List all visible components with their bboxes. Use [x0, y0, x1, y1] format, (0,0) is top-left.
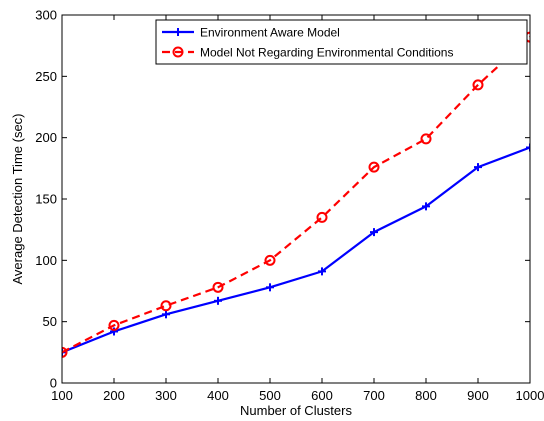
y-tick-label: 300: [35, 8, 57, 23]
legend-label-1: Environment Aware Model: [200, 26, 340, 40]
series-2-point: [420, 133, 432, 145]
series-2-point: [472, 79, 484, 91]
legend: Environment Aware Model Model Not Regardi…: [155, 19, 528, 65]
series-2-point: [160, 300, 172, 312]
series-1-point: [110, 327, 118, 336]
axis-ticks: 100 200 300 400 500 600 700 800 900 1000 0 50 100 150…: [35, 8, 544, 404]
legend-label-2: Model Not Regarding Environmental Condit…: [200, 46, 453, 60]
series-1-point: [526, 143, 530, 152]
y-tick-label: 0: [50, 376, 57, 391]
legend-box: [155, 19, 528, 65]
plot-area: [62, 31, 530, 358]
series-2-point: [316, 211, 328, 223]
series-1-point: [474, 163, 482, 172]
x-tick-label: 500: [259, 388, 281, 403]
series-1-point: [266, 283, 274, 292]
y-tick-label: 150: [35, 192, 57, 207]
x-tick-label: 800: [415, 388, 437, 403]
x-tick-label: 400: [207, 388, 229, 403]
y-tick-label: 250: [35, 69, 57, 84]
series-1-point: [214, 296, 222, 305]
series-2-point: [108, 319, 120, 331]
series-2-point: [62, 346, 68, 358]
series-1-point: [422, 202, 430, 211]
series-1-point: [62, 348, 66, 357]
x-tick-label: 300: [155, 388, 177, 403]
x-tick-label: 700: [363, 388, 385, 403]
x-axis-label: Number of Clusters: [240, 403, 352, 418]
series-2-point: [368, 161, 380, 173]
series-1-point: [370, 228, 378, 237]
series-2-point: [212, 281, 224, 293]
x-tick-label: 600: [311, 388, 333, 403]
y-tick-label: 50: [43, 314, 57, 329]
series-group: [62, 31, 530, 358]
legend-marker-2: [172, 46, 184, 58]
y-axis-label: Average Detection Time (sec): [10, 114, 25, 285]
series-2-point: [264, 254, 276, 266]
series-1-point: [318, 267, 326, 276]
x-tick-label: 900: [467, 388, 489, 403]
x-tick-label: 100: [51, 388, 73, 403]
y-tick-label: 200: [35, 130, 57, 145]
series-line-1: [62, 146, 530, 354]
y-tick-label: 100: [35, 253, 57, 268]
x-tick-label: 1000: [516, 388, 544, 403]
series-1-point: [162, 310, 170, 319]
legend-marker-1: [174, 28, 182, 36]
series-line-2: [62, 36, 530, 354]
x-tick-label: 200: [103, 388, 125, 403]
